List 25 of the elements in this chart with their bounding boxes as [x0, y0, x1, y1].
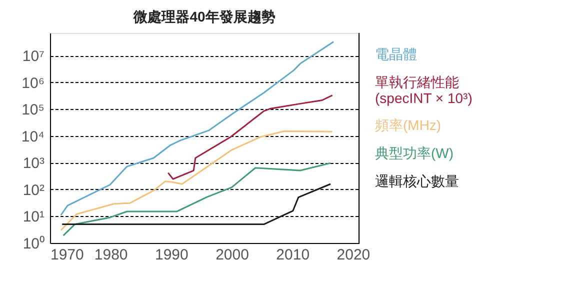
chart-title: 微處理器40年發展趨勢	[132, 8, 276, 24]
text: 電晶體	[375, 46, 417, 62]
x-tick-label: 1980	[94, 246, 128, 264]
y-tick-label: 10¹	[22, 208, 44, 226]
line-series	[62, 162, 332, 236]
y-tick-label: 10⁵	[22, 102, 44, 119]
line-series	[167, 94, 334, 180]
x-tick-label: 2020	[336, 246, 370, 264]
y-tick-label: 10⁴	[21, 128, 44, 146]
text: 單執行緒性能 (specINT × 10³)	[375, 74, 472, 106]
x-tick-label: 2010	[276, 246, 310, 264]
line-series	[60, 130, 334, 231]
x-tick-label: 1970	[50, 246, 84, 264]
line-series	[60, 40, 334, 216]
x-tick-label: 2000	[216, 246, 249, 264]
line-series	[61, 183, 332, 226]
text: 典型功率(W)	[375, 145, 454, 161]
y-tick-label: 10⁰	[22, 236, 44, 252]
y-tick-label: 10²	[22, 182, 44, 199]
text: 邏輯核心數量	[375, 173, 459, 189]
y-tick-label: 10⁷	[22, 48, 44, 66]
y-tick-label: 10³	[22, 155, 44, 172]
y-tick-label: 10⁶	[22, 74, 44, 92]
text: 頻率(MHz)	[375, 117, 442, 133]
x-tick-label: 1990	[154, 246, 188, 264]
